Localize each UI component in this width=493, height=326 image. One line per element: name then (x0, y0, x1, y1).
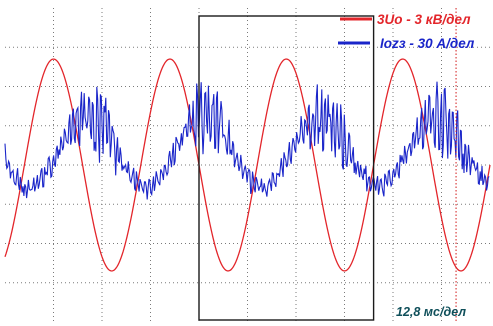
legend-label-voltage: 3Uo - 3 кВ/дел (377, 12, 471, 27)
legend-label-current: Iozз - 30 А/дел (380, 36, 475, 51)
highlight-box (198, 15, 375, 321)
legend: 3Uo - 3 кВ/дел Iozз - 30 А/дел (338, 12, 475, 51)
trace-voltage-3uo (4, 58, 491, 272)
trace-current-iozz (4, 81, 490, 200)
time-scale-label: 12,8 мс/дел (396, 305, 466, 319)
traces (4, 58, 491, 272)
